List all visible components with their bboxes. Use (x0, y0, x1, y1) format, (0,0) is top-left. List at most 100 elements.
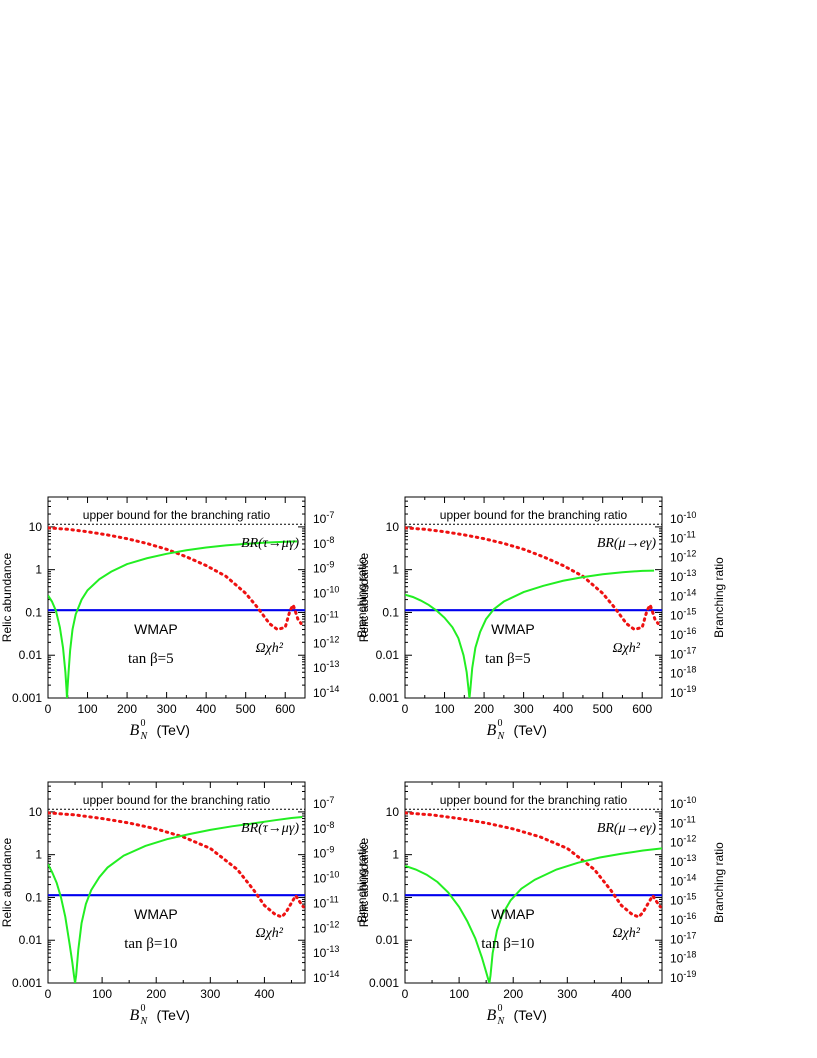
y2-tick-label: 10-10 (313, 585, 339, 601)
x-axis-symbol-sup: 0 (141, 1003, 146, 1014)
chart-panel-bottom-right: 0 100 200 300 400 0.001 0.01 0.1 1 10 10-19 10-18 10… (357, 781, 726, 1027)
x-axis-symbol: B (130, 1007, 140, 1024)
y2-tick-label: 10-12 (670, 549, 696, 565)
y-tick-label: 0.1 (382, 890, 399, 904)
wmap-label: WMAP (134, 621, 178, 637)
y2-tick-label: 10-14 (670, 587, 696, 603)
y2-axis-label: Branching ratio (355, 557, 369, 638)
y2-tick-label: 10-11 (313, 894, 339, 910)
plot-frame (47, 781, 306, 984)
y2-tick-label: 10-14 (313, 684, 339, 700)
y-tick-label: 0.1 (25, 605, 42, 619)
y2-tick-label: 10-18 (670, 950, 696, 966)
y2-tick-label: 10-7 (313, 510, 334, 526)
omega-label: Ωχh² (613, 926, 641, 941)
y-tick-label: 1 (392, 563, 399, 577)
y2-tick-label: 10-14 (670, 872, 696, 888)
chart-panel-top-right: 0 100 200 300 400 500 600 0.001 0.01 0.1 1 10 10-19 1… (357, 496, 726, 742)
x-axis-symbol-sup: 0 (141, 718, 146, 729)
x-axis-symbol-sup: 0 (498, 1003, 503, 1014)
y2-tick-label: 10-8 (313, 820, 334, 836)
wmap-label: WMAP (491, 906, 535, 922)
y-axis-label: Relic abundance (0, 837, 14, 927)
x-axis-symbol-sup: 0 (498, 718, 503, 729)
x-tick-label: 100 (449, 987, 469, 1001)
x-tick-label: 500 (593, 702, 613, 716)
y2-tick-label: 10-14 (313, 969, 339, 985)
y2-tick-label: 10-11 (313, 609, 339, 625)
upper-bound-label: upper bound for the branching ratio (83, 793, 271, 807)
plot-frame (404, 496, 663, 699)
y2-tick-label: 10-11 (670, 814, 696, 830)
y-tick-label: 0.01 (19, 648, 43, 662)
y-tick-label: 0.001 (12, 976, 42, 990)
y2-tick-label: 10-19 (670, 684, 696, 700)
upper-bound-label: upper bound for the branching ratio (440, 508, 628, 522)
y2-tick-label: 10-13 (313, 659, 339, 675)
y2-tick-label: 10-17 (670, 930, 696, 946)
wmap-label: WMAP (134, 906, 178, 922)
y-axis-label: Relic abundance (357, 552, 371, 642)
y-tick-label: 0.01 (19, 933, 43, 947)
omega-label: Ωχh² (256, 926, 284, 941)
series-branching-ratio-line (48, 540, 298, 698)
x-tick-label: 200 (503, 987, 523, 1001)
x-axis-symbol: B (487, 1007, 497, 1024)
upper-bound-label: upper bound for the branching ratio (83, 508, 271, 522)
x-axis-symbol-sub: N (140, 731, 149, 742)
y-tick-label: 1 (35, 848, 42, 862)
wmap-label: WMAP (491, 621, 535, 637)
tan-beta-label: tan β=10 (481, 936, 534, 952)
y-tick-label: 0.01 (376, 933, 400, 947)
y2-tick-label: 10-12 (313, 634, 339, 650)
x-axis-symbol-sub: N (497, 1016, 506, 1027)
x-axis-symbol-sub: N (497, 731, 506, 742)
y-tick-label: 10 (386, 805, 400, 819)
y2-tick-label: 10-13 (670, 853, 696, 869)
y-tick-label: 10 (29, 520, 43, 534)
x-tick-label: 0 (402, 702, 409, 716)
x-axis-label: (TeV) (514, 1007, 547, 1023)
y-tick-label: 0.001 (12, 691, 42, 705)
x-tick-label: 200 (117, 702, 137, 716)
y2-tick-label: 10-15 (670, 892, 696, 908)
x-axis-label: (TeV) (157, 1007, 190, 1023)
br-label: BR(μ→eγ) (597, 536, 657, 551)
x-axis-symbol: B (130, 722, 140, 739)
y2-tick-label: 10-12 (313, 919, 339, 935)
x-tick-label: 300 (514, 702, 534, 716)
y2-axis-label: Branching ratio (712, 842, 726, 923)
x-axis-label: (TeV) (514, 722, 547, 738)
y-tick-label: 0.1 (382, 605, 399, 619)
tan-beta-label: tan β=10 (124, 936, 177, 952)
omega-label: Ωχh² (256, 641, 284, 656)
x-tick-label: 300 (157, 702, 177, 716)
x-tick-label: 0 (45, 702, 52, 716)
series-relic-line (405, 811, 662, 919)
x-axis-label: (TeV) (157, 722, 190, 738)
y2-tick-label: 10-12 (670, 834, 696, 850)
y2-tick-label: 10-16 (670, 626, 696, 642)
series-branching-ratio-line (405, 847, 662, 983)
y2-tick-label: 10-15 (670, 607, 696, 623)
tan-beta-label: tan β=5 (485, 651, 531, 667)
x-tick-label: 400 (254, 987, 274, 1001)
plot-frame (47, 496, 306, 699)
x-tick-label: 400 (553, 702, 573, 716)
x-tick-label: 200 (474, 702, 494, 716)
series-relic-line (48, 526, 303, 632)
x-tick-label: 300 (200, 987, 220, 1001)
y2-tick-label: 10-16 (670, 911, 696, 927)
omega-label: Ωχh² (613, 641, 641, 656)
x-tick-label: 200 (146, 987, 166, 1001)
br-label: BR(τ→μγ) (241, 536, 299, 551)
y2-tick-label: 10-8 (313, 535, 334, 551)
tan-beta-label: tan β=5 (128, 651, 174, 667)
x-tick-label: 0 (45, 987, 52, 1001)
series-relic-line (405, 526, 660, 632)
chart-panel-bottom-left: 0 100 200 300 400 0.001 0.01 0.1 1 10 10-14 10-13 10… (0, 781, 369, 1027)
y-axis-label: Relic abundance (0, 552, 14, 642)
br-label: BR(μ→eγ) (597, 821, 657, 836)
y-tick-label: 10 (386, 520, 400, 534)
